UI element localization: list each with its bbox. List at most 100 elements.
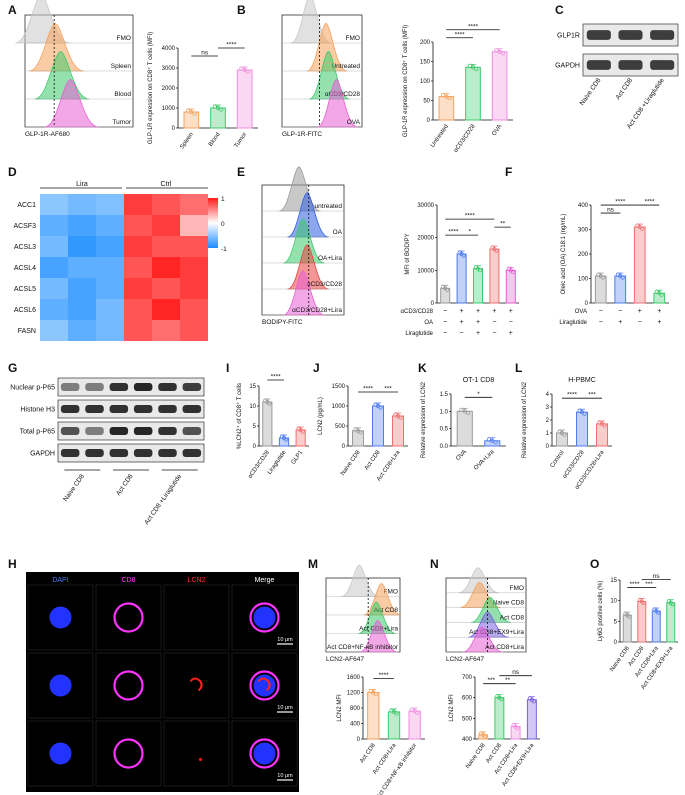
histogram-label: αCD3/CD28 (307, 281, 343, 288)
microscopy-cell (163, 652, 230, 719)
blot-strip (57, 421, 205, 441)
data-point (447, 96, 452, 101)
histogram-label: Act CD8+NF-κB inhibitor (327, 644, 399, 651)
treatment-sign: + (460, 319, 464, 326)
treatment-sign: + (476, 319, 480, 326)
heatmap-cell (96, 236, 124, 257)
x-tick-label: Control (550, 450, 566, 469)
bar (651, 610, 661, 643)
treatment-sign: + (509, 330, 513, 337)
chart-title: OT-1 CD8 (463, 377, 495, 384)
heatmap-cell (124, 194, 152, 215)
histogram-curve (283, 218, 325, 264)
microscopy-cell (163, 720, 230, 787)
blot-band (133, 405, 153, 413)
panel-letter-j: J (313, 361, 320, 375)
blot-band (158, 427, 177, 435)
x-tick-label: αCD3/CD28 (453, 123, 477, 154)
y-axis-label: Relative expression of LCN2 (522, 381, 528, 458)
y-axis-label: Relative expression of LCN2 (421, 381, 427, 458)
heatmap-cell (124, 215, 152, 236)
heatmap-colorbar (208, 198, 218, 248)
bar (491, 51, 508, 121)
heatmap-cell (68, 278, 96, 299)
heatmap-cell (96, 299, 124, 320)
heatmap-cell (68, 194, 96, 215)
data-point (459, 407, 464, 412)
treatment-sign: − (638, 319, 642, 326)
nucleus-stain (49, 674, 72, 697)
y-tick-label: 0 (427, 118, 431, 124)
blot-row-label: Nuclear p-P65 (10, 385, 55, 392)
nucleus-stain (253, 606, 276, 629)
treatment-row-label: OA (424, 320, 433, 326)
histogram-curve (287, 244, 329, 290)
panel-letter-o: O (590, 557, 599, 571)
x-tick-label: Act CD8+EX9+Lira (502, 742, 536, 788)
treatment-sign: − (599, 308, 603, 315)
data-point (441, 93, 446, 98)
x-tick-label: OVA+Lira (473, 449, 496, 472)
bar (367, 692, 380, 740)
blot-group-label: Act CD8 (115, 473, 135, 497)
y-axis-label: LCN2 MFI (449, 694, 455, 722)
membrane-stain (249, 738, 280, 769)
histogram-curve (29, 22, 84, 72)
heatmap-cell (124, 236, 152, 257)
heatmap-cell (68, 320, 96, 341)
panel-letter-h: H (8, 557, 17, 571)
y-tick-label: 400 (578, 203, 589, 209)
nucleus-stain (253, 742, 276, 765)
membrane-stain (113, 602, 144, 633)
microscopy-header: LCN2 (188, 577, 206, 584)
panel-letter-b: B (237, 3, 246, 17)
heatmap-row-label: FASN (18, 328, 36, 335)
heatmap-cell (180, 257, 208, 278)
heatmap-d: Lira Ctrl ACC1 ACSF3 ACSL3 ACSL4 ACSL5 ACSL6 FAS… (13, 181, 227, 341)
heatmap-cell (152, 299, 180, 320)
chart-j: 0 500 1000 1500 LCN2 (pg/mL) Naive CD8 Act CD8… (318, 384, 408, 483)
blot-band (60, 383, 80, 391)
histogram-label: αCD3/CD28+Lira (292, 307, 342, 314)
bar (183, 111, 200, 129)
treatment-sign: + (476, 330, 480, 337)
treatment-sign: + (492, 308, 496, 315)
y-axis-label: Ly6G positive cells (%) (598, 581, 604, 642)
y-tick-label: 10 (249, 404, 256, 410)
data-point (192, 111, 197, 116)
chart-title: H-PBMC (568, 377, 596, 384)
y-tick-label: 20000 (417, 236, 434, 242)
microscopy-cell (95, 584, 162, 651)
panel-letter-g: G (8, 361, 17, 375)
bar (637, 600, 647, 643)
heatmap-cell (40, 194, 68, 215)
significance-label: **** (271, 374, 282, 381)
significance-label: *** (645, 581, 653, 588)
y-tick-label: 3000 (162, 66, 176, 72)
data-point (474, 66, 479, 71)
significance-label: **** (226, 42, 237, 49)
x-tick-label: Act CD8 (364, 449, 382, 471)
histogram-label: FMO (510, 585, 524, 592)
data-point (186, 108, 191, 113)
histogram-label: Tumor (112, 119, 131, 126)
x-tick-label: Untreated (430, 124, 450, 149)
data-point (490, 438, 495, 443)
y-tick-label: 0 (342, 444, 346, 450)
panel-letter-m: M (308, 557, 318, 571)
treatment-row-label: Liraglutide (559, 320, 587, 326)
heatmap-cell (124, 299, 152, 320)
y-tick-label: 0 (357, 737, 361, 743)
heatmap-cell (68, 215, 96, 236)
x-tick-label: Act CD8+NF-κB inhibitor (376, 743, 419, 795)
histogram-label: Act CD8 (374, 607, 399, 614)
blot-band (650, 30, 675, 40)
microscopy-header: CD8 (121, 577, 135, 584)
blot-band (586, 60, 611, 70)
x-tick-label: OVA (491, 124, 503, 137)
data-point (626, 614, 632, 619)
significance-label: *** (384, 386, 392, 393)
